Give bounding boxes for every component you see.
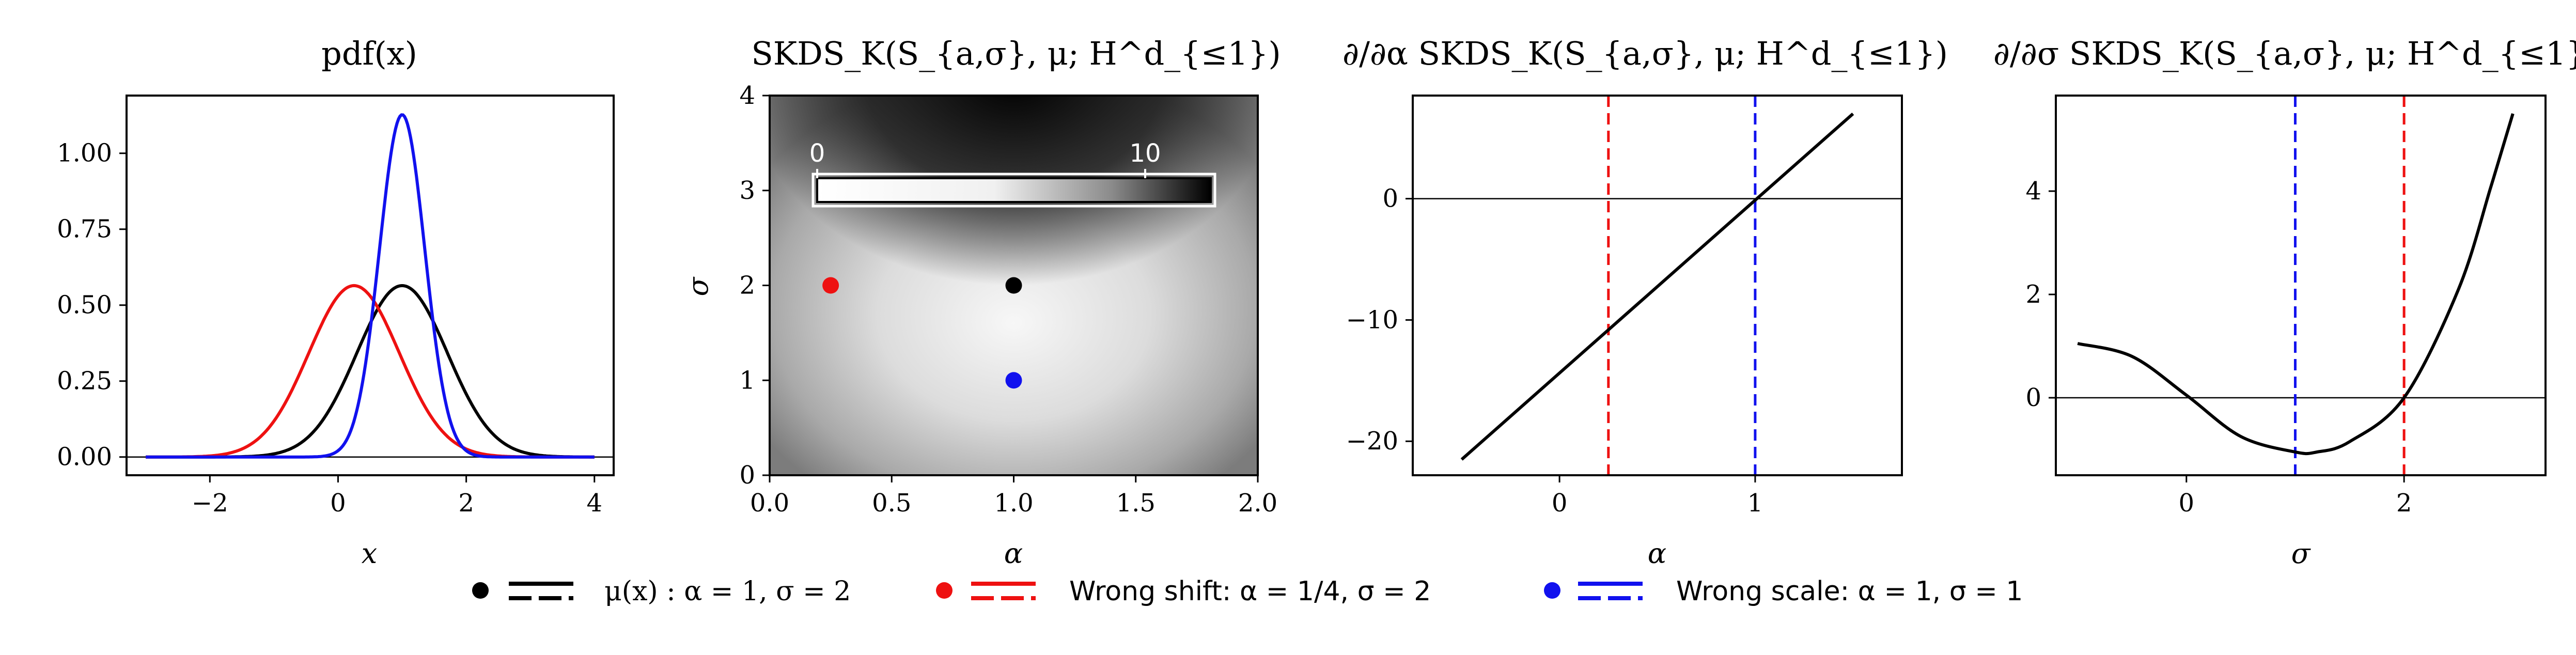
y-tick-label: 2 [739, 271, 755, 300]
heatmap-point-scale [1005, 372, 1022, 389]
panel-dalpha-lines [1413, 96, 1902, 475]
derivative-curve [1460, 112, 1854, 461]
panel-dsigma-frame [2055, 95, 2547, 476]
legend-label-mu: μ(x) : α = 1, σ = 2 [604, 576, 851, 607]
legend: μ(x) : α = 1, σ = 2 Wrong shift: α = 1/4… [472, 576, 2023, 607]
panel-heatmap-ylabel: σ [682, 276, 714, 296]
y-tick-label: 4 [739, 81, 755, 110]
heatmap-points [822, 277, 1022, 389]
x-tick-label: 1 [1747, 489, 1763, 518]
x-tick-label: 1.5 [1116, 489, 1156, 518]
pdf-curve-scale [146, 113, 595, 459]
y-tick-label: 0 [2025, 383, 2041, 412]
panel-dalpha-xlabel: α [1648, 537, 1666, 570]
panel-dalpha-ticks: 0 1 −20 −10 0 [1346, 184, 1763, 518]
x-tick-label: 0.0 [750, 489, 789, 518]
x-tick-label: 2 [2396, 489, 2412, 518]
pdf-curve-shift [146, 284, 595, 459]
panel-pdf: pdf(x) −2 0 2 4 0.00 0.25 0.50 0.75 1.00 x [57, 35, 615, 570]
y-tick-label: 0 [739, 461, 755, 490]
panel-heatmap-frame [769, 95, 1259, 476]
y-tick-label: 0.75 [57, 215, 112, 244]
y-tick-label: 0.50 [57, 291, 112, 320]
pdf-curve-mu [146, 284, 595, 459]
legend-marker-mu [472, 582, 489, 599]
y-tick-label: 2 [2025, 280, 2041, 309]
colorbar-ticks: 0 10 [809, 139, 1161, 178]
panel-dsigma: ∂/∂σ SKDS_K(S_{a,σ}, μ; H^d_{≤1}) 0 2024 … [1993, 35, 2576, 570]
y-tick-label: 4 [2025, 177, 2041, 206]
panel-heatmap-xlabel: α [1004, 537, 1023, 570]
y-tick-label: 1 [739, 366, 755, 395]
heatmap-point-mu [1005, 277, 1022, 294]
colorbar-bar [816, 177, 1212, 203]
y-tick-label: 0.25 [57, 367, 112, 396]
panel-pdf-ticks: −2 0 2 4 0.00 0.25 0.50 0.75 1.00 [57, 139, 602, 518]
y-tick-label: 3 [739, 176, 755, 205]
panel-dalpha-title: ∂/∂α SKDS_K(S_{a,σ}, μ; H^d_{≤1}) [1342, 35, 1948, 72]
panel-dalpha: ∂/∂α SKDS_K(S_{a,σ}, μ; H^d_{≤1}) 0 1 −20 −… [1342, 35, 1948, 570]
y-tick-label: 1.00 [57, 139, 112, 168]
legend-entry-shift: Wrong shift: α = 1/4, σ = 2 [936, 576, 1431, 607]
x-tick-label: 2 [458, 489, 474, 518]
panel-heatmap-ticks: 0.0 0.5 1.0 1.5 2.0 0 1 2 3 4 [739, 81, 1277, 518]
legend-label-scale: Wrong scale: α = 1, σ = 1 [1676, 576, 2023, 607]
legend-marker-scale [1544, 582, 1560, 599]
panel-pdf-xlabel: x [362, 537, 377, 570]
y-tick-label: 0 [1382, 184, 1398, 213]
panel-dalpha-frame [1412, 95, 1903, 476]
heatmap-point-shift [822, 277, 839, 294]
derivative-curve [2077, 113, 2515, 456]
colorbar-tick-label: 10 [1129, 139, 1161, 168]
y-tick-label: −20 [1346, 427, 1398, 456]
x-tick-label: 0 [330, 489, 346, 518]
heatmap-colorbar: 0 10 [809, 139, 1216, 208]
panel-dsigma-title: ∂/∂σ SKDS_K(S_{a,σ}, μ; H^d_{≤1}) [1993, 35, 2576, 72]
panel-pdf-title: pdf(x) [321, 35, 417, 72]
panel-heatmap-title: SKDS_K(S_{a,σ}, μ; H^d_{≤1}) [751, 35, 1281, 72]
y-tick-label: 0.00 [57, 443, 112, 472]
panel-dsigma-ticks: 0 2 0 2 4 [2025, 177, 2412, 518]
legend-label-shift: Wrong shift: α = 1/4, σ = 2 [1069, 576, 1431, 607]
x-tick-label: 0 [2179, 489, 2195, 518]
panel-pdf-curves [127, 113, 614, 459]
x-tick-label: 4 [587, 489, 603, 518]
colorbar-outline [811, 173, 1216, 208]
x-tick-label: 2.0 [1238, 489, 1277, 518]
panel-dsigma-lines [2056, 96, 2546, 475]
legend-entry-scale: Wrong scale: α = 1, σ = 1 [1544, 576, 2023, 607]
panel-heatmap: SKDS_K(S_{a,σ}, μ; H^d_{≤1}) 0 10 0.0 0.5 1… [682, 35, 1281, 570]
legend-entry-mu: μ(x) : α = 1, σ = 2 [472, 576, 851, 607]
legend-marker-shift [936, 582, 953, 599]
panel-dsigma-xlabel: σ [2291, 537, 2312, 570]
colorbar-tick-label: 0 [809, 139, 825, 168]
panel-pdf-frame [126, 95, 615, 476]
x-tick-label: 0.5 [872, 489, 911, 518]
x-tick-label: 1.0 [994, 489, 1033, 518]
x-tick-label: −2 [192, 489, 228, 518]
y-tick-label: −10 [1346, 305, 1398, 334]
x-tick-label: 0 [1552, 489, 1568, 518]
